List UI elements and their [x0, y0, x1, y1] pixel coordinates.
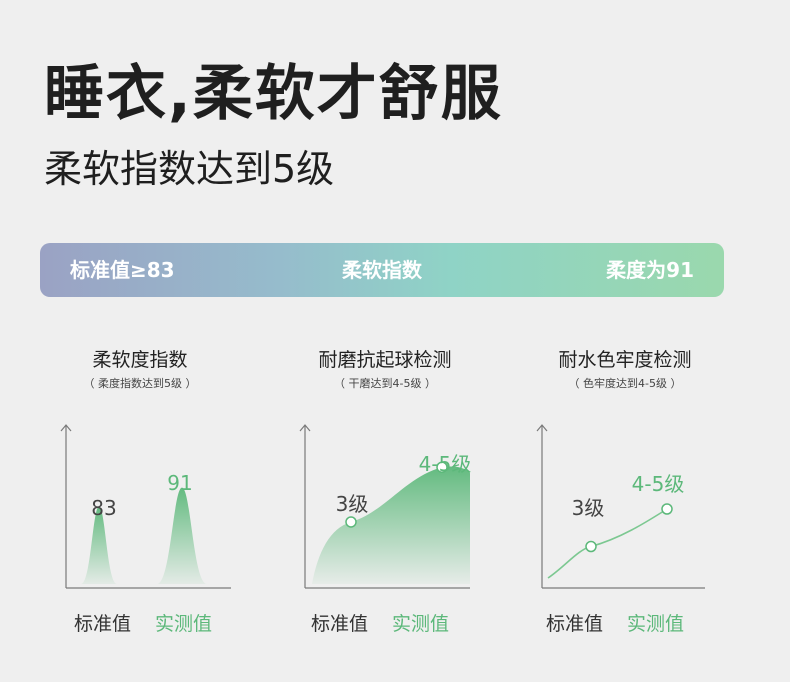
panel-1-title: 柔软度指数 — [92, 349, 188, 371]
panel-3-subtitle: （ 色牢度达到4-5级 ） — [568, 377, 682, 390]
panel-1-category-measured: 实测值 — [155, 613, 213, 635]
page-subtitle: 柔软指数达到5级 — [44, 147, 335, 191]
panel-3-title: 耐水色牢度检测 — [558, 349, 692, 371]
panel-3-axes — [536, 424, 705, 589]
panel-1-standard-peak — [81, 506, 117, 584]
panel-3-measured-point — [661, 503, 673, 515]
panel-2-standard-point — [345, 516, 357, 528]
panel-2-axes — [299, 424, 470, 589]
panel-3-category-measured: 实测值 — [627, 613, 685, 635]
band-title: 柔软指数 — [342, 258, 422, 282]
panel-2-subtitle: （ 干磨达到4-5级 ） — [334, 377, 436, 390]
panel-2-measured-label: 4-5级 — [419, 452, 472, 476]
panel-3-line — [547, 508, 668, 579]
panel-2-category-measured: 实测值 — [392, 613, 450, 635]
panel-3-category-standard: 标准值 — [546, 613, 604, 635]
panel-1-axes — [60, 424, 231, 589]
panel-3-measured-label: 4-5级 — [632, 472, 685, 496]
panel-1-measured-label: 91 — [167, 471, 192, 495]
band-measured-value: 柔度为91 — [606, 258, 694, 282]
panel-1-measured-peak — [157, 487, 207, 584]
softness-index-band: 标准值≥83 柔软指数 柔度为91 — [40, 243, 724, 297]
panel-1-category-standard: 标准值 — [74, 613, 132, 635]
panel-2-category-standard: 标准值 — [311, 613, 369, 635]
panel-2-area — [312, 466, 470, 584]
panel-2-standard-label: 3级 — [336, 492, 369, 516]
panel-2-measured-point — [436, 461, 448, 473]
panel-1-subtitle: （ 柔度指数达到5级 ） — [83, 377, 197, 390]
page-title: 睡衣,柔软才舒服 — [44, 59, 503, 129]
panel-3-standard-point — [585, 540, 597, 553]
panel-1-standard-label: 83 — [91, 496, 116, 520]
band-standard-value: 标准值≥83 — [70, 258, 175, 282]
panel-3-standard-label: 3级 — [572, 496, 605, 520]
panel-2-title: 耐磨抗起球检测 — [318, 349, 452, 371]
